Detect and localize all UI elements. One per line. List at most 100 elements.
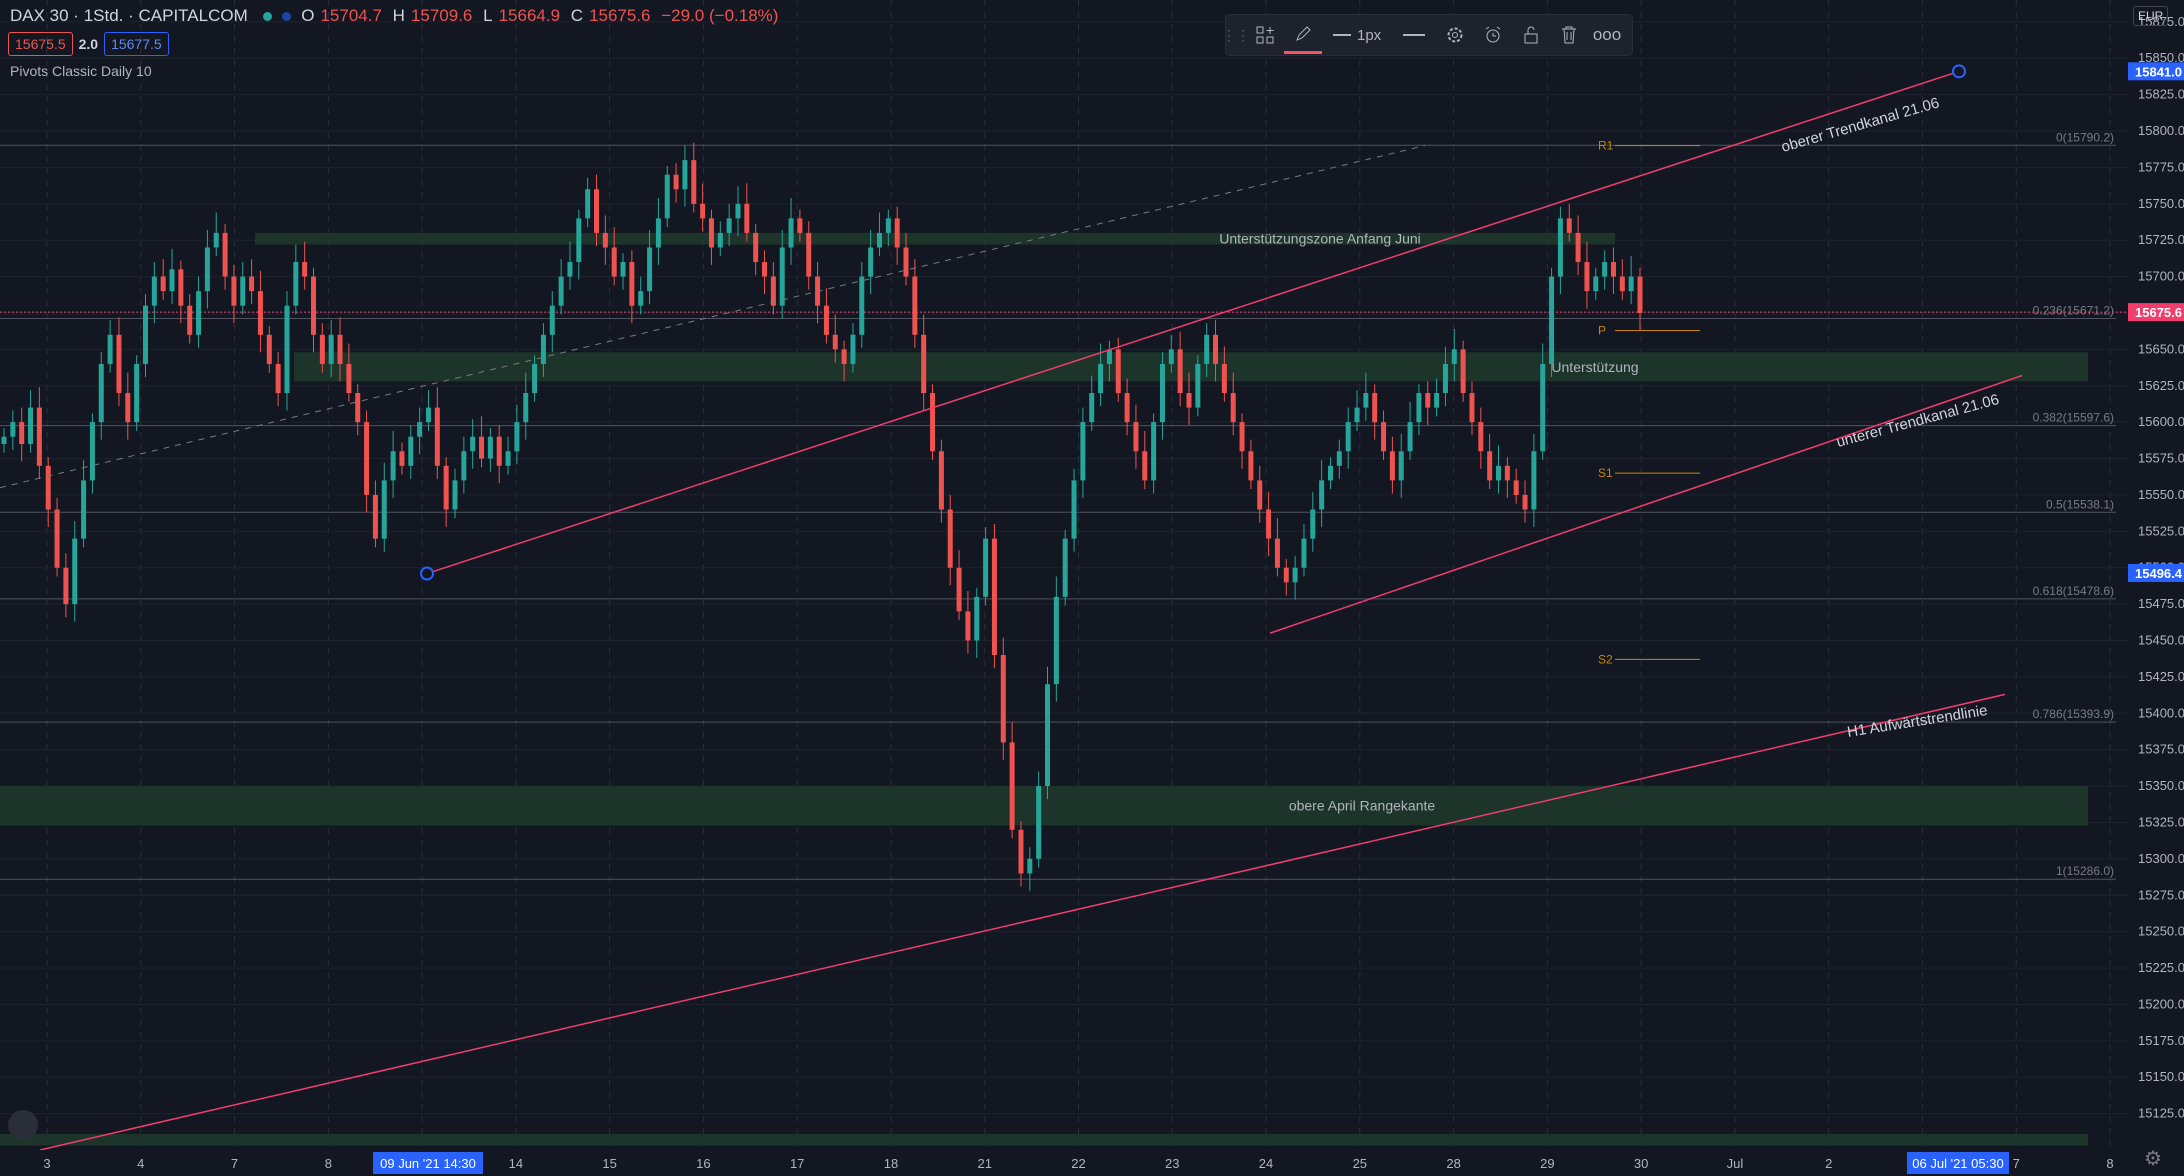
object-tree-icon[interactable] xyxy=(1246,15,1284,55)
tradingview-logo-icon[interactable] xyxy=(8,1110,38,1140)
y-tick-label: 15775.0 xyxy=(2138,159,2184,174)
fib-label: 0(15790.2) xyxy=(2056,130,2114,144)
candle xyxy=(700,203,706,219)
candle xyxy=(1089,393,1095,423)
candle xyxy=(1177,349,1183,394)
trash-icon[interactable] xyxy=(1550,15,1588,55)
candle xyxy=(1151,422,1157,481)
candle xyxy=(938,451,944,510)
more-icon[interactable]: ooo xyxy=(1592,25,1622,44)
y-tick-label: 15150.0 xyxy=(2138,1069,2184,1084)
candle xyxy=(1124,393,1130,423)
candle xyxy=(187,305,193,335)
currency-badge[interactable]: EUR xyxy=(2133,6,2169,26)
line-width-button[interactable]: 1px xyxy=(1322,15,1392,55)
candle xyxy=(965,611,971,641)
candle xyxy=(1593,276,1599,292)
candle xyxy=(549,305,555,335)
crosshair-top-tag-bg xyxy=(2128,62,2184,81)
candle xyxy=(1274,538,1280,568)
candle xyxy=(1416,393,1422,423)
candle xyxy=(602,232,608,248)
candle xyxy=(1009,742,1015,830)
candle xyxy=(1159,363,1165,423)
candle xyxy=(1381,422,1387,452)
grip-icon[interactable]: ⋮⋮ xyxy=(1222,26,1250,43)
fib-label: 0.5(15538.1) xyxy=(2046,497,2114,511)
candle xyxy=(311,276,317,335)
x-tick-label: Jul xyxy=(1727,1156,1744,1171)
x-tick-label: 24 xyxy=(1259,1156,1273,1171)
candle xyxy=(1283,567,1289,583)
candle xyxy=(487,436,493,459)
zone-label: Unterstützungszone Anfang Juni xyxy=(1219,231,1421,247)
candle xyxy=(647,247,653,292)
candle xyxy=(142,305,148,364)
candle xyxy=(417,422,423,437)
trendline xyxy=(39,693,2006,1151)
candle xyxy=(381,480,387,539)
buy-button[interactable]: 15677.5 xyxy=(104,32,169,56)
pivot-label: S1 xyxy=(1598,466,1613,480)
last-price-tag-bg xyxy=(2128,303,2184,322)
indicator-legend[interactable]: Pivots Classic Daily 10 xyxy=(10,63,152,79)
candle xyxy=(72,538,78,605)
candle xyxy=(1354,407,1360,423)
zone-label: Unterstützung xyxy=(1551,359,1638,375)
candle xyxy=(196,291,202,335)
x-tick-label: 2 xyxy=(1825,1156,1832,1171)
candle xyxy=(434,407,440,466)
y-tick-label: 15525.0 xyxy=(2138,523,2184,538)
candle xyxy=(744,203,750,233)
open-value: 15704.7 xyxy=(320,6,382,25)
x-tick-label: 21 xyxy=(977,1156,991,1171)
line-width-label: 1px xyxy=(1356,26,1382,44)
candle xyxy=(1045,684,1051,787)
y-tick-label: 15750.0 xyxy=(2138,196,2184,211)
candle xyxy=(1301,538,1307,568)
alert-icon[interactable] xyxy=(1474,15,1512,55)
candle xyxy=(213,232,219,248)
y-tick-label: 15325.0 xyxy=(2138,814,2184,829)
candle xyxy=(921,334,927,394)
chart-header: DAX 30 · 1Std. · CAPITALCOM O 15704.7 H 15… xyxy=(10,6,784,26)
y-tick-label: 15375.0 xyxy=(2138,742,2184,757)
candle xyxy=(1266,509,1272,539)
candle xyxy=(1071,480,1077,539)
candle xyxy=(611,247,617,277)
y-tick-label: 15350.0 xyxy=(2138,778,2184,793)
settings-gear-icon[interactable]: ⚙ xyxy=(2144,1148,2162,1170)
x-tick-label: 23 xyxy=(1165,1156,1179,1171)
candle xyxy=(726,218,732,233)
candle xyxy=(231,276,237,306)
line-style-button[interactable] xyxy=(1392,15,1436,55)
fib-label: 0.236(15671.2) xyxy=(2033,304,2114,318)
candle xyxy=(1221,363,1227,394)
candle xyxy=(1628,276,1634,292)
x-tick-label: 29 xyxy=(1540,1156,1554,1171)
unlock-icon[interactable] xyxy=(1512,15,1550,55)
candle xyxy=(372,494,378,539)
pivot-label: S2 xyxy=(1598,652,1613,666)
trendline-label: H1 Aufwärtstrendlinie xyxy=(1846,702,1989,741)
candle xyxy=(717,232,723,248)
candle xyxy=(876,232,882,248)
symbol-title[interactable]: DAX 30 · 1Std. · CAPITALCOM xyxy=(10,6,248,25)
candle xyxy=(673,174,679,190)
y-tick-label: 15725.0 xyxy=(2138,232,2184,247)
candle xyxy=(1496,465,1502,481)
gear-icon[interactable] xyxy=(1436,15,1474,55)
candle xyxy=(1584,262,1590,292)
candle xyxy=(1257,480,1263,510)
sell-button[interactable]: 15675.5 xyxy=(8,32,73,56)
candle xyxy=(408,436,414,466)
data-status-icon xyxy=(281,12,291,22)
zone-rect xyxy=(0,786,2088,826)
y-tick-label: 15700.0 xyxy=(2138,269,2184,284)
pencil-icon[interactable] xyxy=(1284,17,1322,54)
quote-panel: 15675.5 2.0 15677.5 xyxy=(8,32,175,56)
candle xyxy=(691,160,697,204)
candle xyxy=(1310,509,1316,539)
candle xyxy=(868,247,874,277)
